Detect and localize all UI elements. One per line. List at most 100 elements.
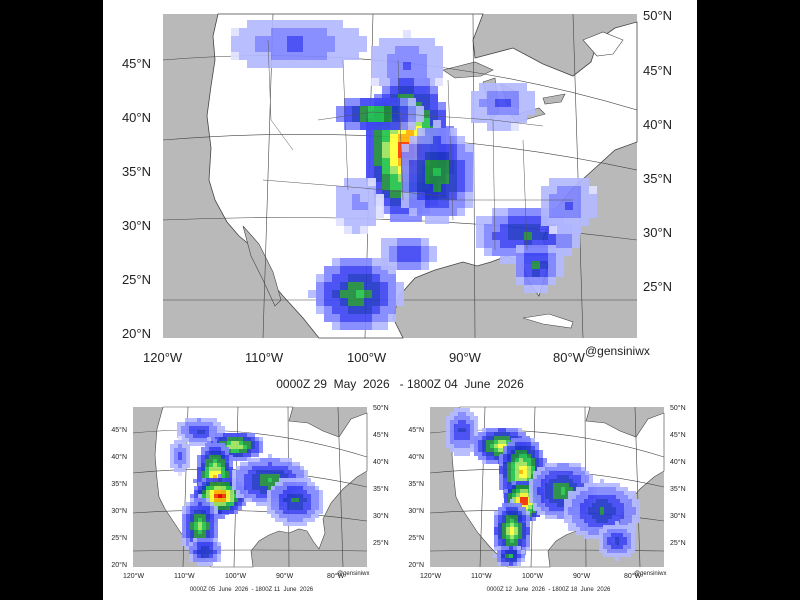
precip-cell: [408, 122, 416, 130]
precip-cell: [201, 538, 205, 542]
precip-cell: [303, 490, 307, 494]
precip-cell: [252, 478, 256, 482]
precip-cell: [230, 510, 234, 514]
precip-cell: [494, 444, 498, 448]
precip-cell: [291, 482, 295, 486]
precip-cell: [351, 52, 359, 60]
precip-cell: [581, 467, 585, 471]
precip-cell: [209, 542, 213, 546]
precip-cell: [508, 240, 516, 248]
precip-cell: [280, 470, 284, 474]
precip-cell: [516, 253, 524, 261]
precip-cell: [226, 502, 230, 506]
precip-cell: [532, 253, 540, 261]
precip-cell: [524, 245, 532, 253]
precip-cell: [507, 482, 511, 486]
precip-cell: [352, 186, 360, 194]
precip-cell: [372, 290, 380, 298]
precip-cell: [466, 436, 470, 440]
precip-cell: [465, 176, 473, 184]
precip-cell: [526, 515, 530, 519]
precip-cell: [198, 510, 202, 514]
precip-cell: [514, 507, 518, 511]
precip-cell: [620, 519, 624, 523]
precip-cell: [360, 194, 368, 202]
precip-cell: [498, 432, 502, 436]
precip-cell: [401, 160, 409, 168]
precip-cell: [457, 160, 465, 168]
precip-cell: [255, 441, 259, 445]
precip-cell: [251, 445, 255, 449]
precip-cell: [234, 510, 238, 514]
precip-cell: [390, 134, 398, 142]
precip-cell: [319, 490, 323, 494]
precip-cell: [352, 202, 360, 210]
precip-cell: [479, 107, 487, 115]
precip-cell: [291, 486, 295, 490]
precip-cell: [500, 248, 508, 256]
precip-cell: [572, 495, 576, 499]
precip-cell: [226, 490, 230, 494]
precip-cell: [603, 525, 607, 529]
precip-cell: [628, 503, 632, 507]
precip-cell: [202, 514, 206, 518]
precip-cell: [210, 506, 214, 510]
precip-cell: [471, 99, 479, 107]
precip-cell: [537, 483, 541, 487]
precip-cell: [596, 491, 600, 495]
precip-cell: [572, 523, 576, 527]
precip-cell: [514, 515, 518, 519]
precip-cell: [494, 519, 498, 523]
precip-cell: [218, 490, 222, 494]
precip-cell: [498, 428, 502, 432]
precip-cell: [396, 282, 404, 290]
precip-cell: [517, 554, 521, 558]
precip-cell: [360, 178, 368, 186]
precip-cell: [508, 224, 516, 232]
precip-cell: [441, 192, 449, 200]
precip-cell: [335, 36, 343, 44]
precip-cell: [201, 422, 205, 426]
precip-cell: [225, 459, 229, 463]
precip-cell: [545, 463, 549, 467]
precip-cell: [308, 290, 316, 298]
precip-cell: [533, 499, 537, 503]
precip-cell: [632, 519, 636, 523]
precip-cell: [360, 106, 368, 114]
precip-cell: [226, 498, 230, 502]
precip-cell: [524, 493, 528, 497]
precip-cell: [529, 499, 533, 503]
precip-cell: [497, 558, 501, 562]
precip-cell: [507, 458, 511, 462]
precip-cell: [458, 452, 462, 456]
precip-cell: [351, 28, 359, 36]
precip-cell: [400, 98, 408, 106]
precip-cell: [486, 456, 490, 460]
precip-cell: [474, 440, 478, 444]
precip-cell: [462, 408, 466, 412]
precip-cell: [476, 216, 484, 224]
precip-cell: [405, 262, 413, 270]
precip-cell: [319, 20, 327, 28]
precip-cell: [509, 554, 513, 558]
precip-cell: [611, 553, 615, 557]
precip-cell: [340, 258, 348, 266]
precip-cell: [603, 529, 607, 533]
precip-cell: [366, 158, 374, 166]
precip-cell: [344, 218, 352, 226]
precip-cell: [541, 487, 545, 491]
precip-cell: [531, 450, 535, 454]
main-precipitation-overlay: [231, 20, 597, 330]
precip-cell: [403, 54, 411, 62]
precip-cell: [503, 474, 507, 478]
precip-cell: [205, 430, 209, 434]
precip-cell: [248, 462, 252, 466]
precip-cell: [260, 494, 264, 498]
precip-cell: [577, 479, 581, 483]
precip-cell: [221, 471, 225, 475]
precip-cell: [189, 558, 193, 562]
precip-cell: [466, 440, 470, 444]
precip-cell: [521, 550, 525, 554]
precip-cell: [303, 36, 311, 44]
precip-cell: [214, 490, 218, 494]
